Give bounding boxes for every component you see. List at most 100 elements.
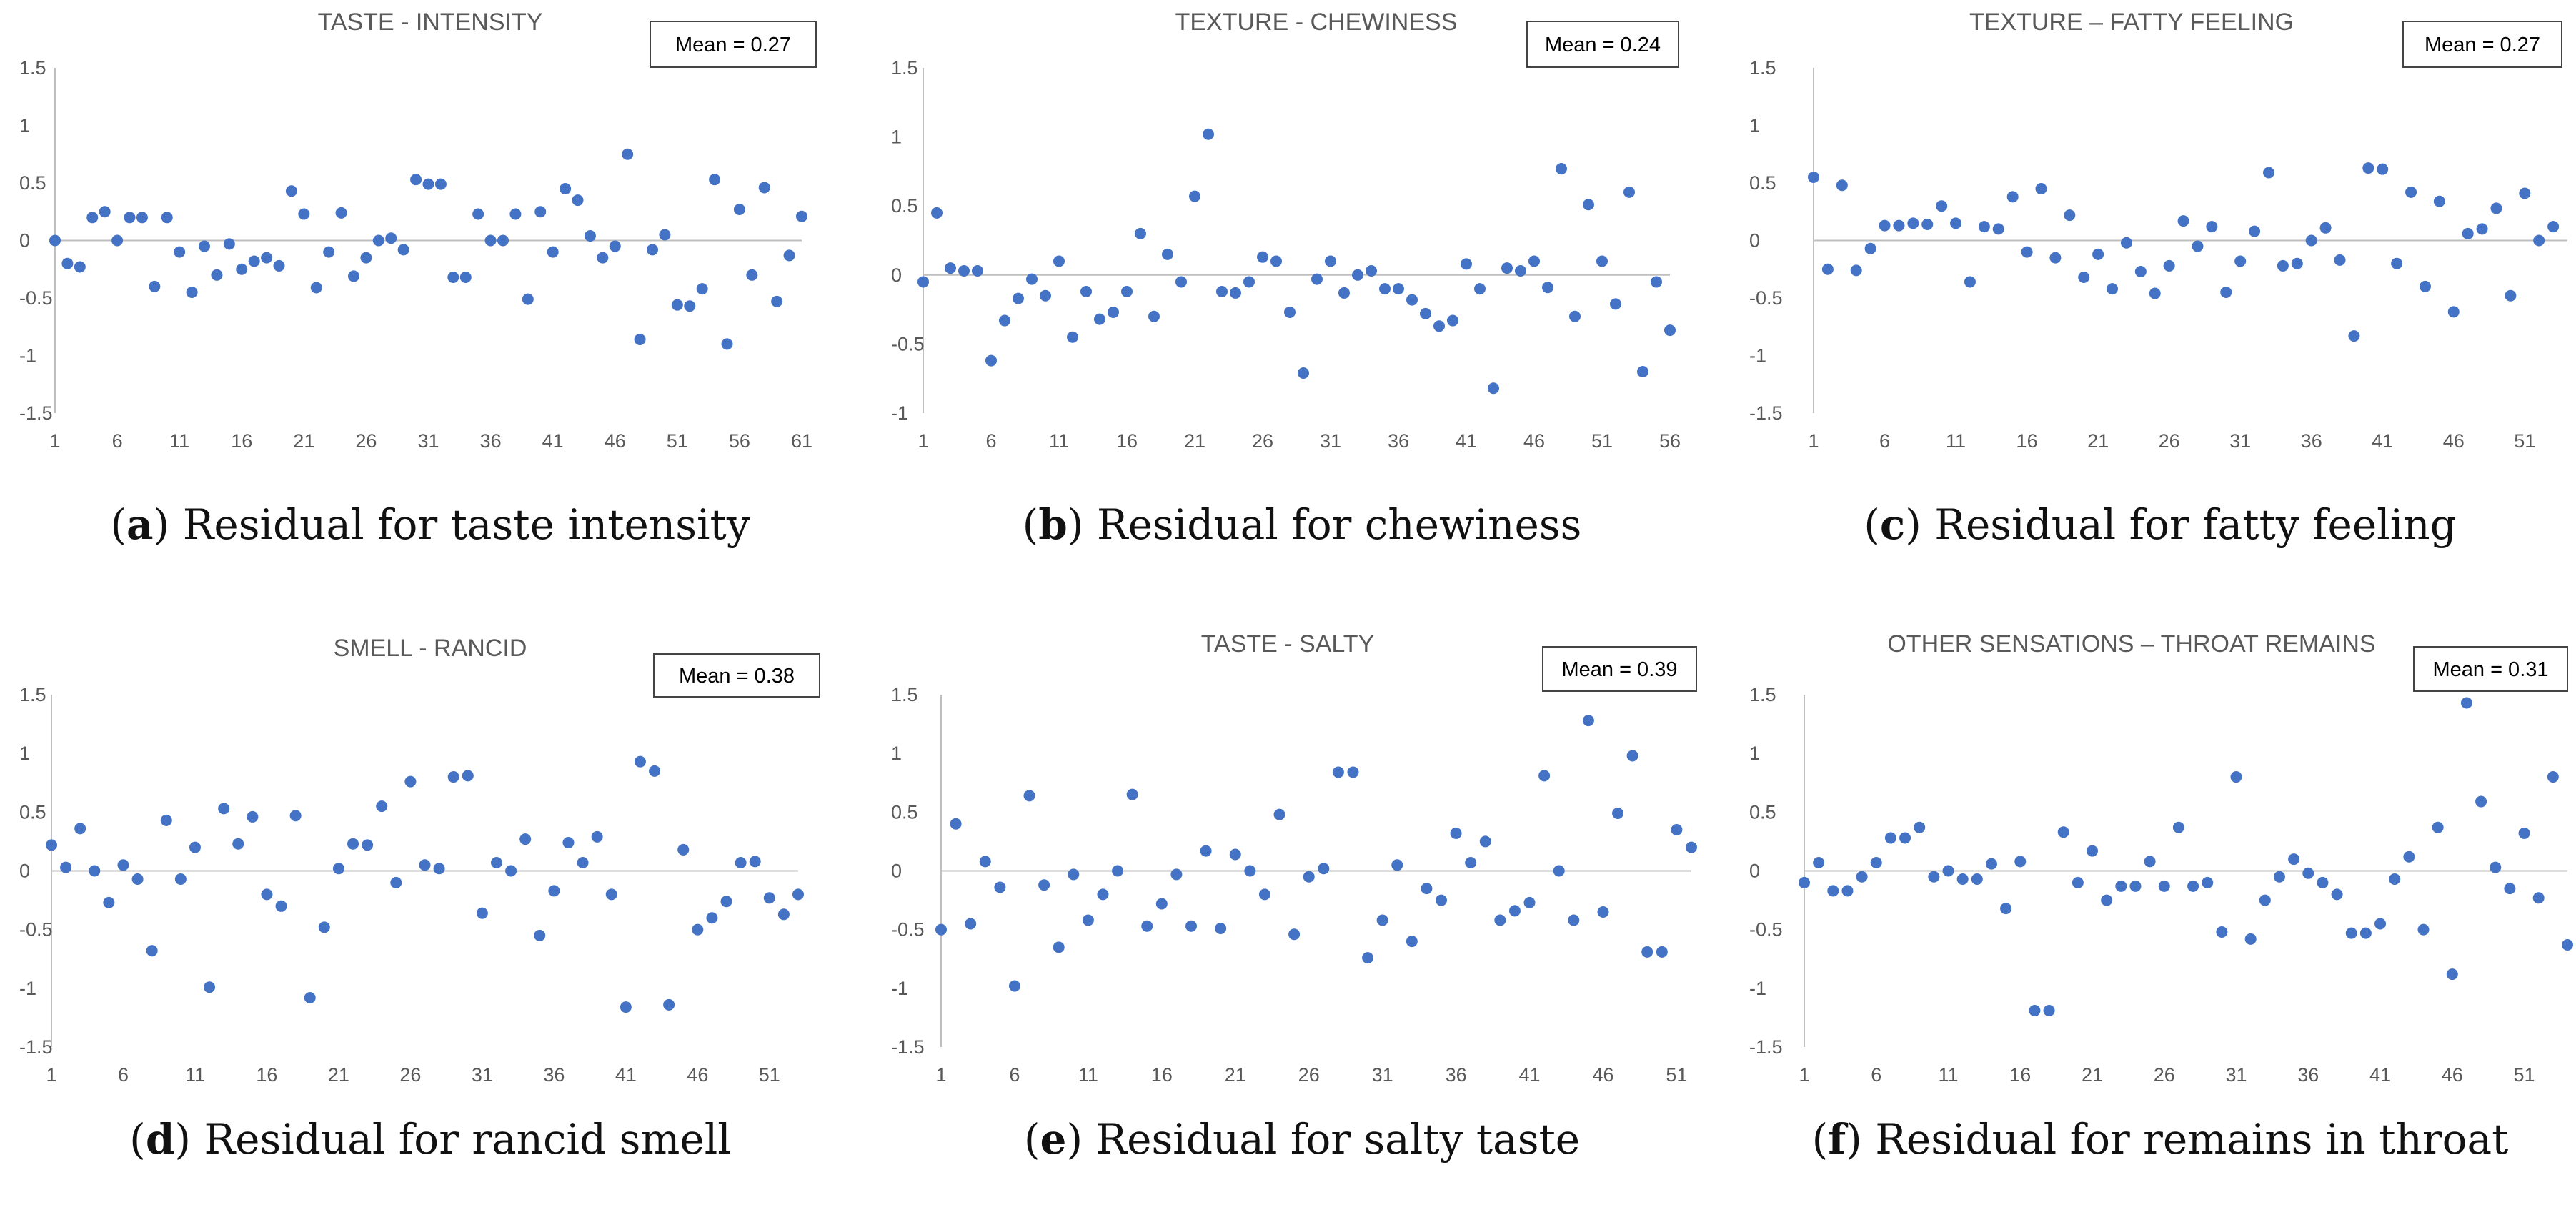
data-point-b	[1080, 285, 1092, 297]
caption-text-d: Residual for rancid smell	[191, 1115, 731, 1164]
data-point-e	[1612, 807, 1624, 819]
data-point-f	[2359, 927, 2372, 939]
data-point-b	[1175, 276, 1187, 288]
data-point-b	[1148, 310, 1160, 322]
data-point-b	[1596, 255, 1608, 267]
data-point-a	[410, 174, 422, 186]
data-point-b	[1637, 366, 1648, 378]
y-tick-label-b: 0	[891, 264, 902, 286]
x-tick-label-b: 26	[1252, 430, 1273, 452]
y-tick-label-a: 1.5	[19, 57, 46, 79]
x-tick-label-a: 6	[112, 430, 123, 452]
data-point-f	[2518, 827, 2530, 839]
data-point-e	[1582, 715, 1594, 727]
x-tick-label-e: 16	[1151, 1064, 1173, 1086]
data-point-b	[1556, 163, 1567, 175]
mean-box-e	[1542, 646, 1697, 692]
data-point-b	[1461, 258, 1472, 270]
caption-e: (e) Residual for salty taste	[1023, 1115, 1581, 1164]
data-point-f	[2202, 876, 2214, 888]
y-tick-label-c: 1	[1749, 115, 1760, 137]
data-point-f	[2317, 876, 2329, 888]
data-point-e	[1170, 868, 1183, 881]
data-point-d	[505, 865, 517, 877]
data-point-f	[2043, 1005, 2055, 1017]
y-tick-label-e: -1	[891, 978, 908, 999]
data-point-a	[622, 148, 634, 160]
data-point-d	[720, 896, 732, 908]
data-point-e	[1288, 928, 1301, 941]
data-point-d	[634, 755, 646, 768]
data-point-a	[472, 208, 484, 220]
y-tick-label-b: 1.5	[891, 57, 918, 79]
mean-box-d	[653, 653, 820, 698]
data-point-c	[2177, 215, 2189, 227]
x-tick-label-a: 41	[542, 430, 564, 452]
data-point-b	[985, 354, 997, 367]
data-point-f	[1841, 885, 1854, 897]
data-point-b	[1121, 285, 1133, 297]
data-point-a	[547, 246, 559, 258]
data-point-b	[1013, 292, 1024, 304]
data-point-d	[706, 912, 718, 924]
mean-label-c: Mean = 0.27	[2425, 34, 2540, 56]
data-point-d	[174, 873, 187, 886]
x-tick-label-a: 16	[231, 430, 252, 452]
data-point-a	[236, 263, 248, 275]
x-tick-label-f: 16	[2009, 1064, 2031, 1086]
data-point-d	[534, 929, 546, 941]
data-point-e	[1347, 766, 1359, 778]
data-point-c	[2319, 222, 2332, 234]
y-tick-label-d: 1	[19, 743, 30, 764]
y-tick-label-e: 0.5	[891, 801, 918, 823]
data-point-b	[1393, 283, 1404, 295]
data-point-c	[1921, 218, 1934, 230]
data-point-a	[61, 257, 74, 269]
x-tick-label-d: 36	[543, 1064, 565, 1086]
data-point-c	[2305, 234, 2317, 247]
x-tick-label-b: 6	[985, 430, 996, 452]
data-point-b	[945, 262, 956, 274]
data-point-b	[1623, 186, 1635, 198]
data-point-c	[2377, 163, 2389, 175]
data-point-c	[1821, 263, 1834, 275]
y-tick-label-f: -1	[1749, 978, 1766, 999]
data-point-f	[2000, 903, 2012, 915]
data-point-e	[1538, 770, 1551, 782]
data-point-b	[1243, 276, 1255, 288]
data-point-c	[1907, 217, 1919, 229]
y-tick-label-f: -0.5	[1749, 919, 1783, 941]
caption-text-f: Residual for remains in throat	[1861, 1115, 2509, 1164]
data-point-f	[1914, 821, 1926, 833]
y-tick-label-a: 0	[19, 230, 30, 252]
data-point-b	[1298, 367, 1309, 379]
caption-d: (d) Residual for rancid smell	[129, 1115, 731, 1164]
y-tick-label-b: 0.5	[891, 195, 918, 217]
data-point-f	[1827, 885, 1839, 897]
data-point-f	[2158, 880, 2170, 892]
data-point-a	[534, 206, 547, 218]
x-tick-label-a: 56	[729, 430, 750, 452]
x-tick-label-d: 6	[118, 1064, 129, 1086]
data-point-a	[597, 252, 609, 264]
data-point-c	[2476, 223, 2488, 235]
x-tick-label-c: 11	[1946, 430, 1966, 452]
data-point-a	[684, 300, 696, 312]
data-point-e	[1568, 914, 1580, 926]
y-tick-label-e: 0	[891, 861, 902, 882]
data-point-f	[2460, 697, 2472, 709]
data-point-f	[1942, 865, 1954, 877]
x-tick-label-c: 26	[2159, 430, 2180, 452]
data-point-a	[223, 238, 235, 250]
data-point-d	[117, 859, 129, 871]
data-point-a	[397, 244, 409, 256]
data-point-c	[2348, 330, 2360, 342]
data-point-c	[2490, 202, 2502, 214]
data-point-b	[1501, 262, 1513, 274]
data-point-d	[447, 771, 459, 783]
caption-letter-e: e	[1040, 1115, 1067, 1164]
y-tick-label-d: 1.5	[19, 684, 46, 705]
caption-text-b: Residual for chewiness	[1083, 500, 1582, 549]
data-point-d	[131, 873, 144, 886]
data-point-a	[509, 208, 522, 220]
